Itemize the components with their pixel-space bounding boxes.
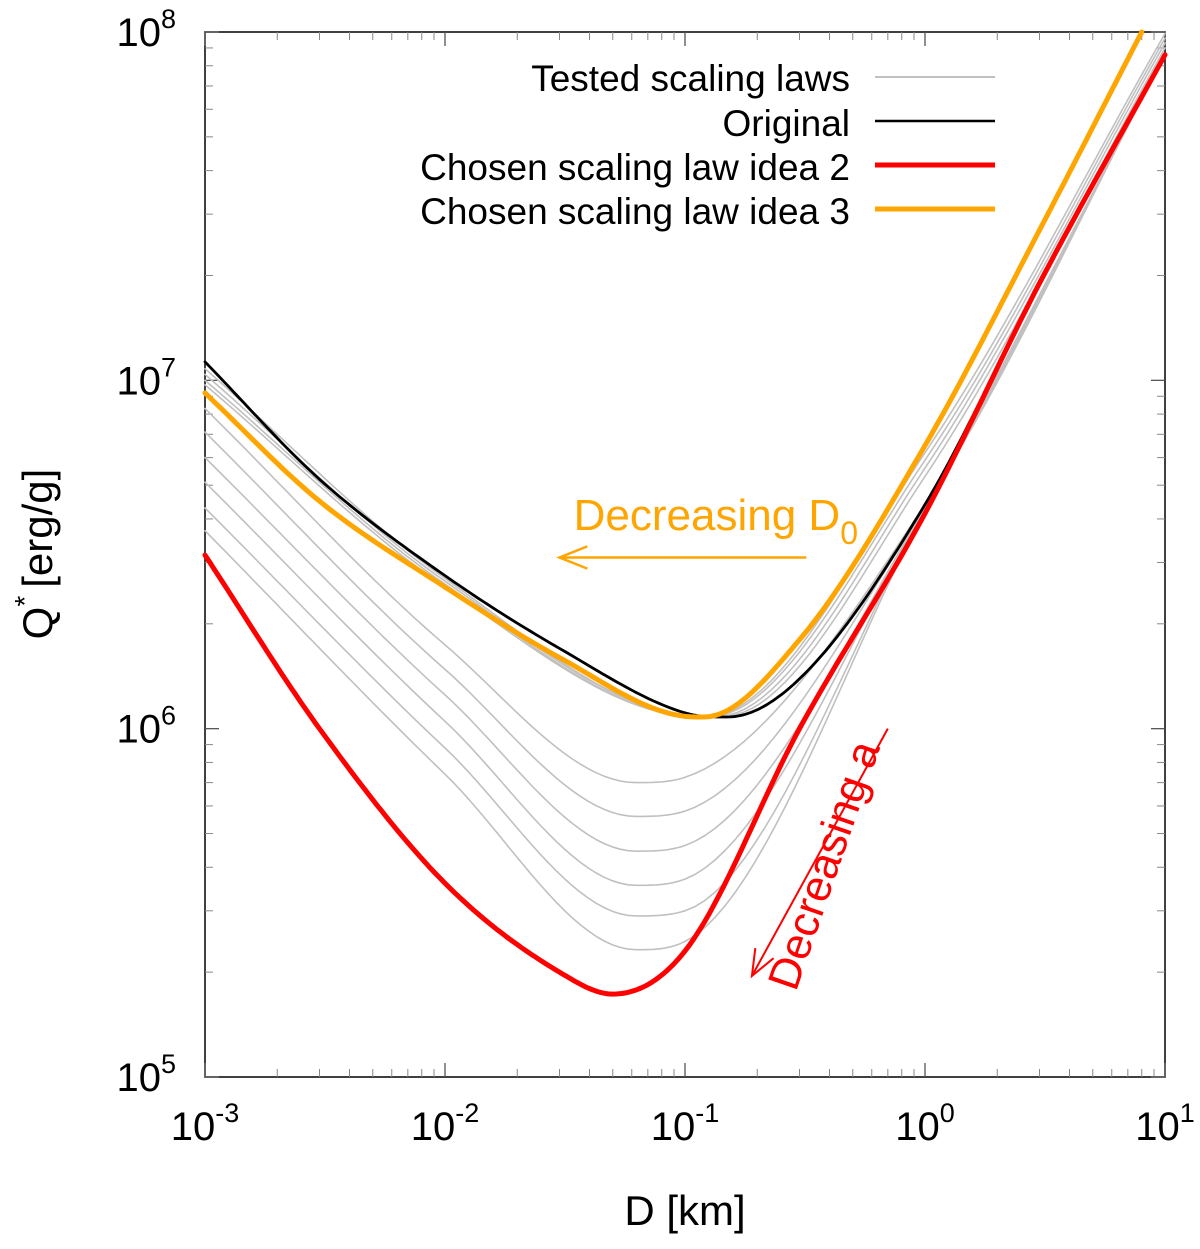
x-tick-label-base: 10 bbox=[1135, 1105, 1180, 1149]
legend-label-tested: Tested scaling laws bbox=[531, 58, 850, 99]
x-tick-label: 101 bbox=[1135, 1098, 1195, 1149]
y-tick-label-exponent: 5 bbox=[161, 1049, 176, 1079]
annotation-decreasing-d0-arrowhead bbox=[556, 545, 588, 570]
annotation-decreasing-a-arrowhead bbox=[750, 948, 775, 979]
legend-label-idea2: Chosen scaling law idea 2 bbox=[420, 147, 850, 188]
annotation-decreasing-a-arrow bbox=[751, 728, 889, 977]
x-tick-label: 100 bbox=[895, 1098, 955, 1149]
y-axis-title: Q* [erg/g] bbox=[9, 469, 61, 640]
y-tick-label-exponent: 8 bbox=[161, 4, 176, 34]
minor-ticks bbox=[205, 32, 1165, 1077]
x-tick-label-base: 10 bbox=[895, 1105, 940, 1149]
series-line-tested bbox=[204, 32, 1166, 718]
y-tick-label: 107 bbox=[116, 352, 176, 403]
x-tick-label: 10-1 bbox=[651, 1098, 720, 1149]
x-tick-label-exponent: -3 bbox=[215, 1098, 239, 1128]
x-tick-label: 10-3 bbox=[171, 1098, 240, 1149]
annotation-decreasing-a: Decreasing a bbox=[750, 728, 890, 996]
series-line-tested bbox=[204, 37, 1166, 718]
y-tick-label-exponent: 7 bbox=[161, 352, 176, 382]
y-tick-label-base: 10 bbox=[116, 1056, 161, 1100]
x-tick-label-base: 10 bbox=[411, 1105, 456, 1149]
legend-label-original: Original bbox=[723, 103, 851, 144]
legend-entry-tested: Tested scaling laws bbox=[531, 58, 995, 99]
legend-label-idea3: Chosen scaling law idea 3 bbox=[420, 191, 850, 232]
x-tick-label-exponent: 0 bbox=[940, 1098, 955, 1128]
series-line-idea3 bbox=[202, 29, 1145, 720]
legend-entry-original: Original bbox=[723, 103, 995, 144]
x-tick-label-base: 10 bbox=[171, 1105, 216, 1149]
y-axis-title-superscript: * bbox=[9, 596, 40, 607]
y-tick-label-base: 10 bbox=[116, 11, 161, 55]
annotation-decreasing-d0-sub: 0 bbox=[840, 515, 858, 551]
annotation-decreasing-d0: Decreasing D0 bbox=[556, 491, 858, 570]
y-tick-label-base: 10 bbox=[116, 708, 161, 752]
y-tick-label-exponent: 6 bbox=[161, 701, 176, 731]
annotation-decreasing-d0-text: Decreasing D0 bbox=[574, 491, 858, 551]
x-tick-label-exponent: -1 bbox=[695, 1098, 719, 1128]
series-line-tested bbox=[204, 42, 1166, 718]
svg-text:Q*[erg/g]: Q* [erg/g] bbox=[9, 469, 61, 640]
legend-entry-idea3: Chosen scaling law idea 3 bbox=[420, 191, 995, 232]
x-tick-label-base: 10 bbox=[651, 1105, 696, 1149]
x-tick-label-exponent: 1 bbox=[1180, 1098, 1195, 1128]
annotation-decreasing-d0-main: Decreasing D bbox=[574, 491, 841, 540]
legend-entry-idea2: Chosen scaling law idea 2 bbox=[420, 147, 995, 188]
series-layer bbox=[202, 29, 1168, 997]
legend: Tested scaling laws Original Chosen scal… bbox=[420, 58, 995, 232]
x-tick-labels: 10-3 10-2 10-1 100 101 bbox=[171, 1098, 1195, 1149]
y-axis-title-unit: [erg/g] bbox=[14, 469, 61, 588]
x-tick-label: 10-2 bbox=[411, 1098, 480, 1149]
y-tick-label-base: 10 bbox=[116, 359, 161, 403]
y-axis-title-base: Q bbox=[14, 607, 61, 640]
x-tick-label-exponent: -2 bbox=[455, 1098, 479, 1128]
y-tick-label: 106 bbox=[116, 701, 176, 752]
x-axis-title: D [km] bbox=[624, 1187, 745, 1234]
series-line-idea2 bbox=[202, 52, 1168, 997]
y-tick-label: 108 bbox=[116, 4, 176, 55]
y-tick-label: 105 bbox=[116, 1049, 176, 1100]
